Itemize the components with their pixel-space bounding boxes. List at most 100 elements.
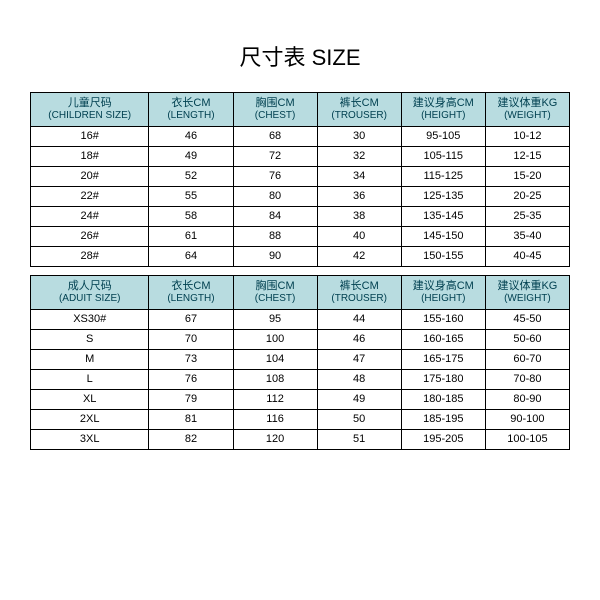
col-trouser-a: 裤长CM (TROUSER)	[317, 276, 401, 310]
cell-length: 52	[149, 167, 233, 187]
cell-chest: 95	[233, 310, 317, 330]
col-weight: 建议体重KG (WEIGHT)	[485, 93, 569, 127]
cell-weight: 50-60	[485, 330, 569, 350]
col-children-size-cn: 儿童尺码	[33, 97, 146, 110]
table-row: 24#588438135-14525-35	[31, 207, 570, 227]
col-weight-a: 建议体重KG (WEIGHT)	[485, 276, 569, 310]
cell-length: 55	[149, 187, 233, 207]
cell-size: 18#	[31, 147, 149, 167]
cell-trouser: 34	[317, 167, 401, 187]
cell-trouser: 49	[317, 390, 401, 410]
cell-chest: 80	[233, 187, 317, 207]
col-weight-en: (WEIGHT)	[488, 110, 567, 122]
cell-length: 67	[149, 310, 233, 330]
cell-size: 2XL	[31, 410, 149, 430]
cell-height: 125-135	[401, 187, 485, 207]
cell-weight: 40-45	[485, 247, 569, 267]
col-length-a-en: (LENGTH)	[151, 293, 230, 305]
col-length-a: 衣长CM (LENGTH)	[149, 276, 233, 310]
col-adult-size: 成人尺码 (ADUIT SIZE)	[31, 276, 149, 310]
col-height-a-cn: 建议身高CM	[404, 280, 483, 293]
table-row: 3XL8212051195-205100-105	[31, 430, 570, 450]
children-size-table: 儿童尺码 (CHILDREN SIZE) 衣长CM (LENGTH) 胸围CM …	[30, 92, 570, 267]
cell-chest: 112	[233, 390, 317, 410]
cell-length: 73	[149, 350, 233, 370]
cell-weight: 80-90	[485, 390, 569, 410]
cell-size: S	[31, 330, 149, 350]
cell-length: 64	[149, 247, 233, 267]
table-row: 16#46683095-10510-12	[31, 127, 570, 147]
cell-trouser: 32	[317, 147, 401, 167]
cell-chest: 90	[233, 247, 317, 267]
page-title: 尺寸表 SIZE	[239, 40, 360, 72]
cell-chest: 68	[233, 127, 317, 147]
cell-weight: 45-50	[485, 310, 569, 330]
col-height-a: 建议身高CM (HEIGHT)	[401, 276, 485, 310]
cell-chest: 116	[233, 410, 317, 430]
col-children-size-en: (CHILDREN SIZE)	[33, 110, 146, 122]
cell-weight: 35-40	[485, 227, 569, 247]
col-height: 建议身高CM (HEIGHT)	[401, 93, 485, 127]
cell-size: L	[31, 370, 149, 390]
cell-trouser: 36	[317, 187, 401, 207]
cell-size: M	[31, 350, 149, 370]
cell-height: 115-125	[401, 167, 485, 187]
cell-height: 195-205	[401, 430, 485, 450]
cell-length: 82	[149, 430, 233, 450]
cell-trouser: 42	[317, 247, 401, 267]
table-row: 28#649042150-15540-45	[31, 247, 570, 267]
col-height-cn: 建议身高CM	[404, 97, 483, 110]
cell-size: 3XL	[31, 430, 149, 450]
col-weight-a-cn: 建议体重KG	[488, 280, 567, 293]
col-trouser-cn: 裤长CM	[320, 97, 399, 110]
cell-size: 16#	[31, 127, 149, 147]
cell-trouser: 44	[317, 310, 401, 330]
cell-chest: 100	[233, 330, 317, 350]
col-adult-size-en: (ADUIT SIZE)	[33, 293, 146, 305]
table-row: 2XL8111650185-19590-100	[31, 410, 570, 430]
col-weight-cn: 建议体重KG	[488, 97, 567, 110]
cell-weight: 15-20	[485, 167, 569, 187]
cell-height: 175-180	[401, 370, 485, 390]
col-length-a-cn: 衣长CM	[151, 280, 230, 293]
cell-length: 61	[149, 227, 233, 247]
cell-length: 58	[149, 207, 233, 227]
cell-height: 145-150	[401, 227, 485, 247]
cell-height: 150-155	[401, 247, 485, 267]
cell-trouser: 50	[317, 410, 401, 430]
table-row: M7310447165-17560-70	[31, 350, 570, 370]
cell-size: XS30#	[31, 310, 149, 330]
cell-length: 46	[149, 127, 233, 147]
cell-size: 26#	[31, 227, 149, 247]
col-trouser: 裤长CM (TROUSER)	[317, 93, 401, 127]
col-chest-a-cn: 胸围CM	[236, 280, 315, 293]
spacer-table	[30, 267, 570, 275]
cell-trouser: 48	[317, 370, 401, 390]
cell-size: XL	[31, 390, 149, 410]
cell-chest: 76	[233, 167, 317, 187]
col-chest-a-en: (CHEST)	[236, 293, 315, 305]
col-length: 衣长CM (LENGTH)	[149, 93, 233, 127]
cell-weight: 60-70	[485, 350, 569, 370]
children-header-row: 儿童尺码 (CHILDREN SIZE) 衣长CM (LENGTH) 胸围CM …	[31, 93, 570, 127]
table-row: 26#618840145-15035-40	[31, 227, 570, 247]
cell-size: 22#	[31, 187, 149, 207]
table-row: 18#497232105-11512-15	[31, 147, 570, 167]
table-row: L7610848175-18070-80	[31, 370, 570, 390]
col-chest-en: (CHEST)	[236, 110, 315, 122]
cell-length: 70	[149, 330, 233, 350]
cell-weight: 20-25	[485, 187, 569, 207]
table-row: XL7911249180-18580-90	[31, 390, 570, 410]
cell-trouser: 38	[317, 207, 401, 227]
cell-weight: 10-12	[485, 127, 569, 147]
cell-height: 180-185	[401, 390, 485, 410]
table-row: 20#527634115-12515-20	[31, 167, 570, 187]
col-height-a-en: (HEIGHT)	[404, 293, 483, 305]
cell-chest: 84	[233, 207, 317, 227]
cell-weight: 100-105	[485, 430, 569, 450]
col-length-en: (LENGTH)	[151, 110, 230, 122]
col-chest-a: 胸围CM (CHEST)	[233, 276, 317, 310]
cell-trouser: 30	[317, 127, 401, 147]
children-tbody: 16#46683095-10510-1218#497232105-11512-1…	[31, 127, 570, 267]
cell-chest: 88	[233, 227, 317, 247]
